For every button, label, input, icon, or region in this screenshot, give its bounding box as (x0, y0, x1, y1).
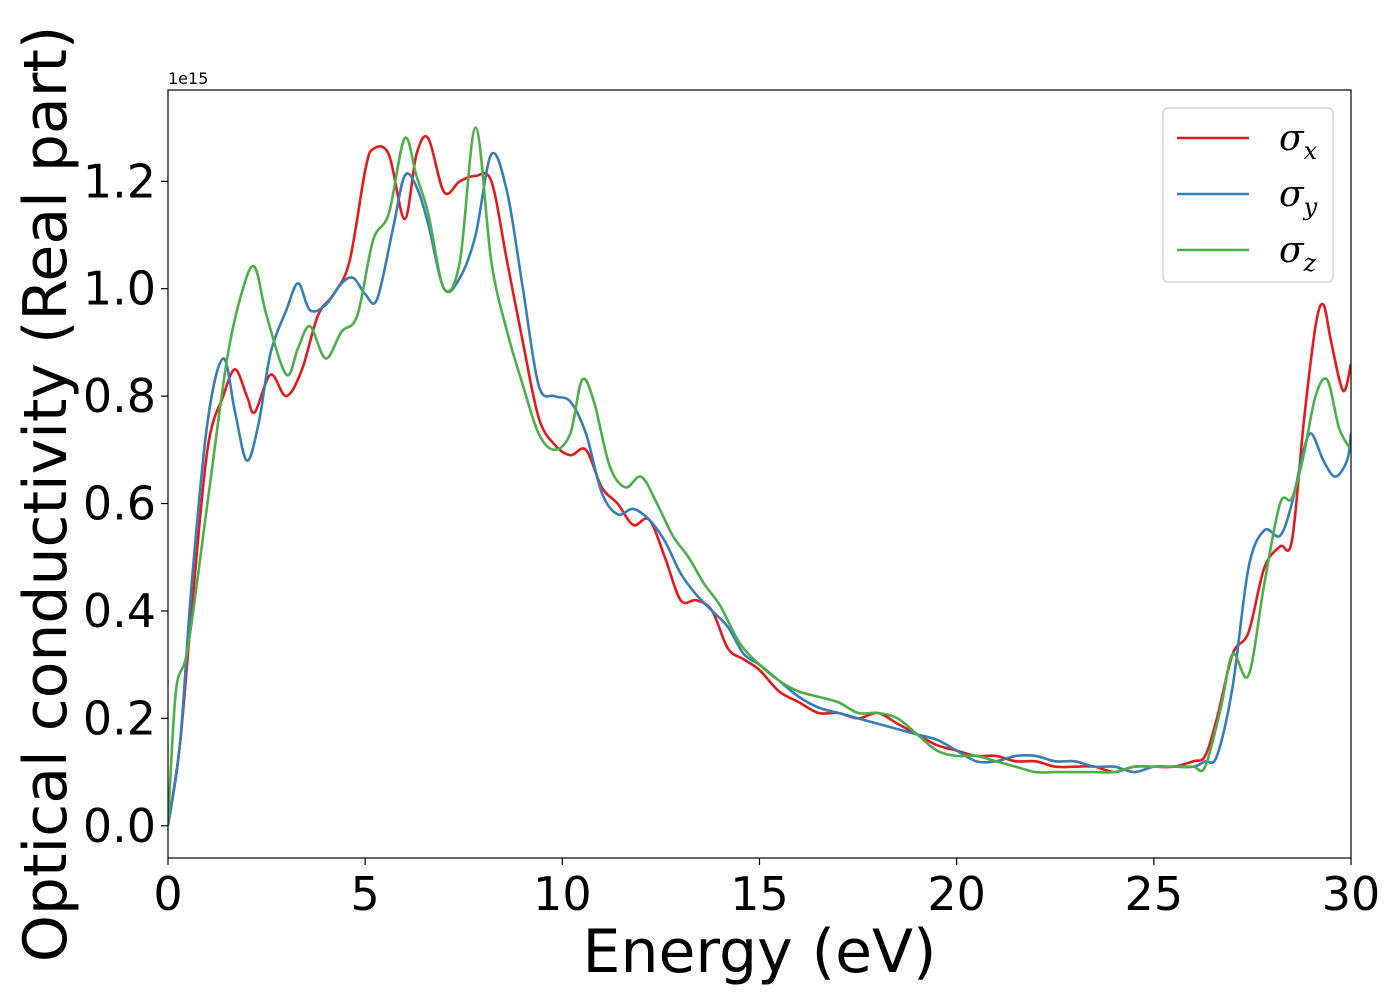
y-tick-label: 0.0 (83, 799, 156, 853)
legend-label-z: σz (1279, 230, 1317, 277)
y-tick-label: 0.6 (83, 477, 156, 531)
legend-label-y: σy (1279, 174, 1318, 221)
legend-symbol: σ (1279, 118, 1305, 159)
y-tick-label: 0.2 (83, 691, 156, 745)
y-offset-label: 1e15 (168, 69, 208, 88)
axis-ticks: 0 5 10 15 20 25 30 0.0 0.2 0.4 0.6 0.8 1.0 1.2 (83, 154, 1380, 921)
x-axis-label: Energy (eV) (583, 917, 937, 987)
legend-subscript: x (1304, 137, 1318, 165)
y-axis-label: Optical conductivity (Real part) (11, 26, 81, 963)
x-tick-label: 25 (1125, 867, 1184, 921)
legend-subscript: y (1303, 193, 1318, 221)
x-tick-label: 20 (927, 867, 986, 921)
y-tick-label: 0.4 (83, 584, 156, 638)
y-tick-label: 1.2 (83, 154, 156, 208)
series-line-z (168, 126, 1351, 826)
legend-subscript: z (1303, 249, 1317, 277)
x-tick-label: 0 (153, 867, 182, 921)
series-lines (168, 126, 1351, 826)
series-line-y (168, 151, 1351, 826)
x-tick-label: 10 (533, 867, 592, 921)
legend-label-x: σx (1279, 118, 1318, 165)
y-tick-label: 1.0 (83, 262, 156, 316)
legend-symbol: σ (1279, 230, 1305, 271)
x-tick-label: 15 (730, 867, 789, 921)
y-tick-label: 0.8 (83, 369, 156, 423)
x-tick-label: 5 (351, 867, 380, 921)
legend-symbol: σ (1279, 174, 1305, 215)
x-tick-label: 30 (1322, 867, 1381, 921)
